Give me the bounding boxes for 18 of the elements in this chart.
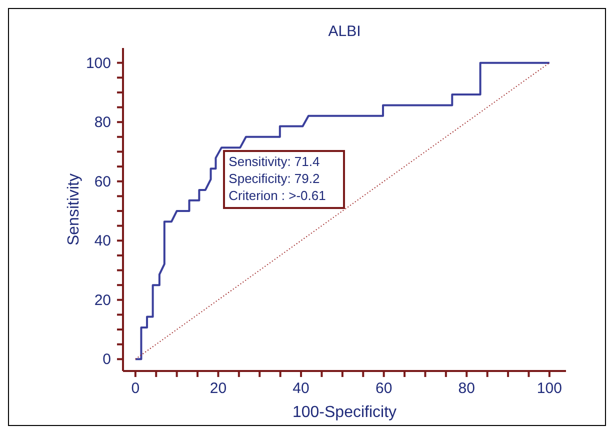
annotation: Specificity: 79.2 xyxy=(228,170,320,187)
annotation: Criterion : >-0.61 xyxy=(228,186,326,204)
y-tick-label: 80 xyxy=(94,114,111,132)
y-tick-label: 100 xyxy=(86,54,111,72)
x-tick-label: 80 xyxy=(458,380,475,397)
annotation: Sensitivity: 71.4 xyxy=(228,152,320,170)
x-tick-label: 100 xyxy=(536,380,562,397)
y-tick-label: 40 xyxy=(94,232,111,250)
y-tick-label: 20 xyxy=(94,292,111,309)
x-tick-label: 20 xyxy=(210,380,227,397)
y-axis-title: Sensitivity xyxy=(66,173,83,246)
x-tick-label: 40 xyxy=(292,380,310,397)
x-tick-label: 0 xyxy=(131,380,140,397)
chart-title: ALBI xyxy=(327,23,362,40)
x-tick-label: 60 xyxy=(375,380,392,397)
y-tick-label: 0 xyxy=(102,351,111,368)
x-axis-title: 100-Specificity xyxy=(292,404,397,421)
y-tick-label: 60 xyxy=(94,173,111,190)
